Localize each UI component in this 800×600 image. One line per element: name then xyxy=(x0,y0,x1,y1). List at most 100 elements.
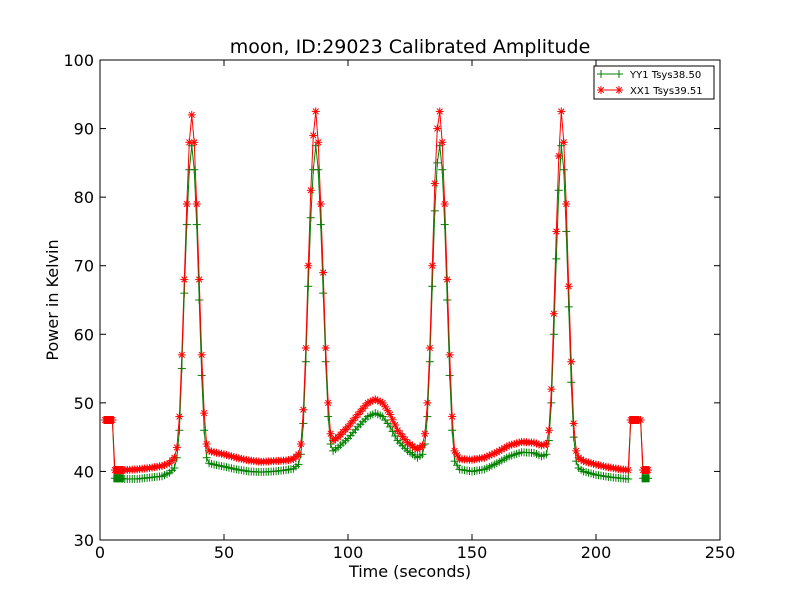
marker-d2 xyxy=(595,461,602,469)
data-point xyxy=(321,344,330,352)
marker-d2 xyxy=(183,200,190,208)
end-square xyxy=(115,474,124,483)
data-point xyxy=(430,206,439,215)
y-tick-label: 90 xyxy=(74,120,94,139)
marker-d2 xyxy=(615,86,623,94)
data-point xyxy=(324,398,333,407)
marker-d2 xyxy=(387,411,394,418)
data-point xyxy=(569,419,578,428)
data-point xyxy=(294,460,303,469)
data-point xyxy=(554,186,563,195)
marker-d2 xyxy=(240,456,247,463)
series-yy1-end-squares xyxy=(113,474,650,483)
marker-d2 xyxy=(186,139,193,146)
marker-d2 xyxy=(297,440,305,448)
marker-d2 xyxy=(451,447,458,455)
marker-d2 xyxy=(441,200,448,208)
marker-d2 xyxy=(208,448,215,455)
marker-d2 xyxy=(453,451,461,459)
series-yy1-line xyxy=(109,145,649,480)
marker-d2 xyxy=(563,200,570,208)
data-point xyxy=(438,165,447,174)
x-tick-label: 0 xyxy=(95,543,105,562)
data-point xyxy=(542,450,551,459)
marker-d2 xyxy=(312,108,319,115)
y-axis: 30 40 50 60 70 80 90 100 xyxy=(63,51,720,550)
data-point xyxy=(559,165,568,174)
marker-d2 xyxy=(243,456,250,464)
marker-d2 xyxy=(382,403,389,410)
data-point xyxy=(319,289,328,298)
marker-d2 xyxy=(530,439,538,446)
marker-d2 xyxy=(203,440,210,448)
marker-d2 xyxy=(600,463,607,470)
data-point xyxy=(572,446,581,455)
data-point xyxy=(175,426,184,435)
data-point xyxy=(547,385,556,394)
y-tick-label: 50 xyxy=(74,394,94,413)
x-tick-label: 50 xyxy=(214,543,234,562)
data-point xyxy=(162,460,171,469)
marker-d2 xyxy=(590,460,597,468)
data-point xyxy=(567,378,576,387)
data-point xyxy=(624,474,633,483)
data-point xyxy=(316,200,325,208)
series-xx1 xyxy=(100,107,653,475)
marker-d2 xyxy=(305,262,312,269)
marker-d2 xyxy=(191,139,198,146)
data-point xyxy=(428,261,437,270)
marker-d2 xyxy=(592,461,600,468)
data-point xyxy=(306,213,315,222)
marker-d2 xyxy=(322,344,329,352)
marker-d2 xyxy=(218,450,225,457)
marker-d2 xyxy=(568,358,575,365)
data-point xyxy=(200,426,209,435)
marker-d2 xyxy=(602,463,610,470)
marker-d2 xyxy=(553,228,560,235)
data-point xyxy=(423,398,432,407)
data-point xyxy=(624,466,633,475)
data-point xyxy=(544,426,553,435)
marker-d2 xyxy=(391,421,399,429)
end-square xyxy=(641,466,650,475)
data-point xyxy=(562,200,571,208)
marker-d2 xyxy=(181,276,188,283)
x-tick-label: 150 xyxy=(457,543,488,562)
data-point xyxy=(557,107,566,116)
data-point xyxy=(552,227,561,236)
marker-d2 xyxy=(597,86,605,94)
data-point xyxy=(306,186,315,195)
data-point xyxy=(448,426,457,435)
data-point xyxy=(425,357,434,366)
marker-d2 xyxy=(205,447,213,455)
data-point xyxy=(438,138,447,147)
data-point xyxy=(388,427,397,436)
data-point xyxy=(294,450,303,459)
marker-d2 xyxy=(587,460,595,467)
marker-d2 xyxy=(223,451,230,459)
x-tick-label: 250 xyxy=(705,543,736,562)
x-axis: 0 50 100 150 200 250 xyxy=(95,60,735,562)
y-axis-label: Power in Kelvin xyxy=(43,239,62,360)
marker-d2 xyxy=(230,453,238,461)
data-point xyxy=(433,124,442,133)
marker-d2 xyxy=(573,447,580,455)
series-yy1 xyxy=(105,141,653,483)
marker-d2 xyxy=(315,139,322,146)
chart-title: moon, ID:29023 Calibrated Amplitude xyxy=(230,36,591,58)
data-point xyxy=(190,165,199,174)
marker-d2 xyxy=(434,125,441,132)
marker-d2 xyxy=(372,396,379,403)
data-point xyxy=(314,165,323,174)
legend-marker xyxy=(615,70,623,78)
marker-d2 xyxy=(535,441,543,448)
data-point xyxy=(430,179,439,188)
legend-label-yy1: YY1 Tsys38.50 xyxy=(629,70,701,81)
end-square xyxy=(115,466,124,475)
marker-d2 xyxy=(220,451,228,458)
data-point xyxy=(177,350,186,359)
data-point xyxy=(319,268,328,277)
marker-d2 xyxy=(446,351,453,359)
data-point xyxy=(195,296,204,304)
data-point xyxy=(299,405,308,414)
